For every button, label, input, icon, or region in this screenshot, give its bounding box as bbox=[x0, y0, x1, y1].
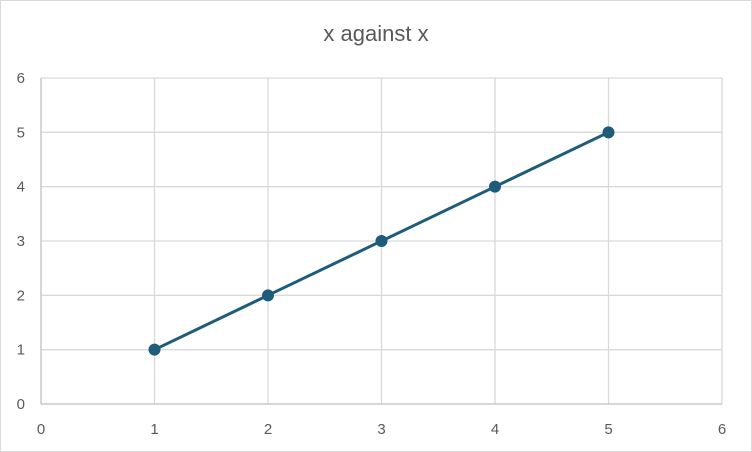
y-tick-label: 4 bbox=[17, 179, 25, 196]
x-tick-label: 5 bbox=[604, 421, 612, 438]
data-point bbox=[262, 289, 274, 302]
x-tick-label: 1 bbox=[150, 421, 158, 438]
x-tick-label: 4 bbox=[491, 421, 499, 438]
data-point bbox=[489, 180, 501, 193]
x-tick-label: 6 bbox=[718, 421, 726, 438]
axes bbox=[40, 78, 722, 405]
y-tick-label: 0 bbox=[17, 396, 25, 413]
series bbox=[148, 126, 615, 356]
tick-labels: 0 1 2 3 4 5 6 0 1 2 3 4 5 6 bbox=[17, 70, 727, 438]
x-tick-label: 2 bbox=[264, 421, 272, 438]
y-tick-label: 6 bbox=[17, 70, 25, 87]
data-point bbox=[148, 343, 161, 356]
x-tick-label: 3 bbox=[377, 421, 385, 438]
y-tick-label: 5 bbox=[17, 124, 25, 141]
y-tick-label: 2 bbox=[17, 287, 25, 304]
data-point bbox=[602, 126, 615, 139]
chart-title: x against x bbox=[323, 21, 429, 46]
x-tick-label: 0 bbox=[37, 421, 45, 438]
data-point bbox=[375, 235, 388, 247]
y-tick-label: 1 bbox=[17, 342, 25, 359]
y-tick-label: 3 bbox=[17, 233, 25, 250]
